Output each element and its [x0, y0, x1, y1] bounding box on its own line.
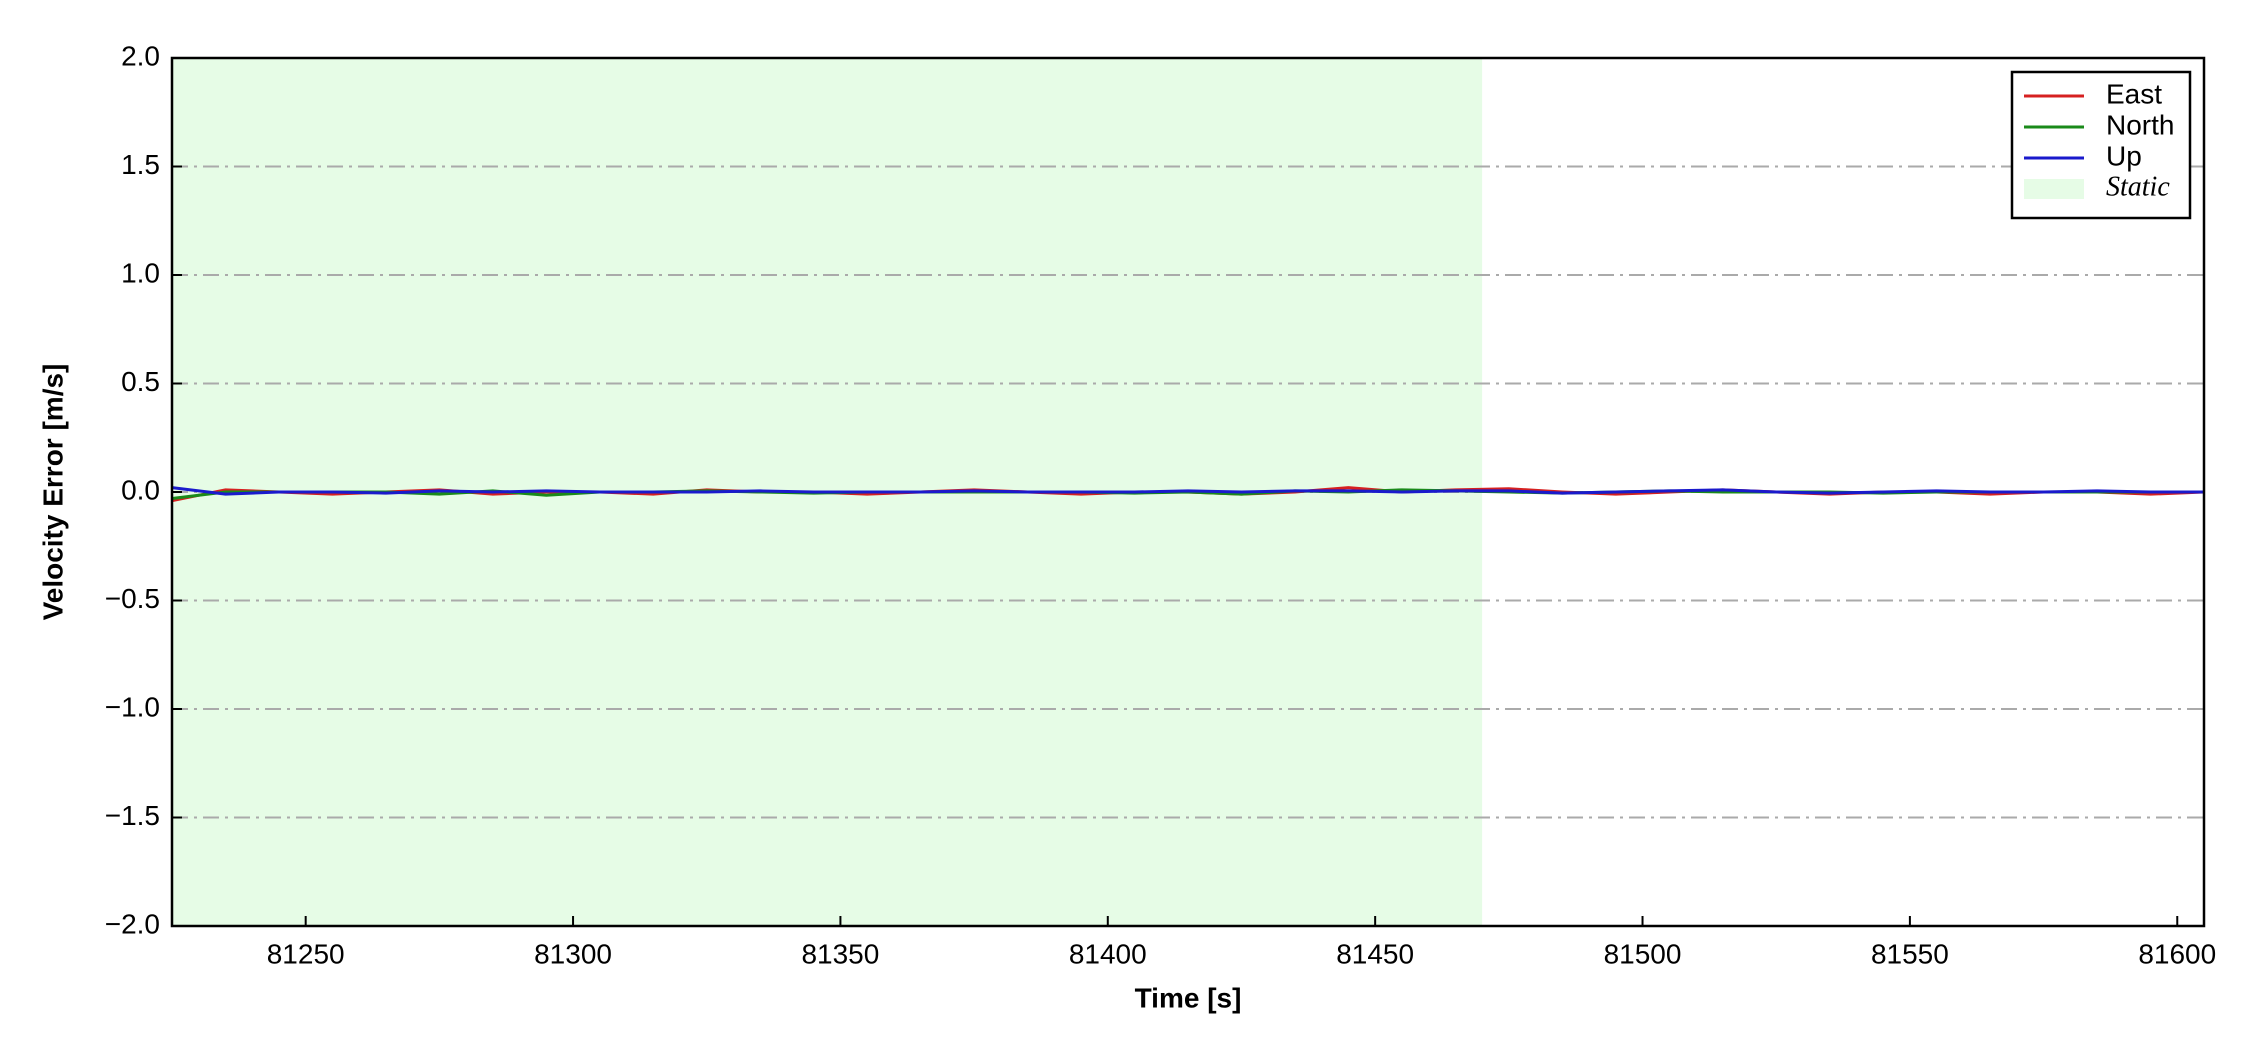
x-tick-label: 81550	[1871, 938, 1949, 969]
x-tick-label: 81600	[2138, 938, 2216, 969]
y-tick-label: −1.5	[105, 800, 160, 831]
x-tick-label: 81400	[1069, 938, 1147, 969]
y-tick-label: 0.5	[121, 366, 160, 397]
y-tick-label: 0.0	[121, 474, 160, 505]
x-tick-label: 81250	[267, 938, 345, 969]
plot-frame	[170, 56, 2206, 928]
x-tick-label: 81500	[1604, 938, 1682, 969]
x-axis-label: Time [s]	[1135, 982, 1242, 1013]
legend-label: North	[2106, 109, 2174, 140]
legend-label: Static	[2106, 171, 2170, 202]
legend-label: East	[2106, 78, 2162, 109]
series-line	[171, 486, 2204, 496]
x-tick-label: 81300	[534, 938, 612, 969]
y-tick-label: 1.0	[121, 257, 160, 288]
y-tick-label: −0.5	[105, 583, 160, 614]
legend-patch	[2024, 179, 2084, 199]
y-axis-label: Velocity Error [m/s]	[37, 364, 68, 621]
x-tick-label: 81350	[801, 938, 879, 969]
x-tick-label: 81450	[1336, 938, 1414, 969]
y-tick-label: −1.0	[105, 691, 160, 722]
y-tick-label: −2.0	[105, 908, 160, 939]
y-tick-label: 1.5	[121, 149, 160, 180]
y-tick-label: 2.0	[121, 40, 160, 71]
legend-label: Up	[2106, 140, 2142, 171]
